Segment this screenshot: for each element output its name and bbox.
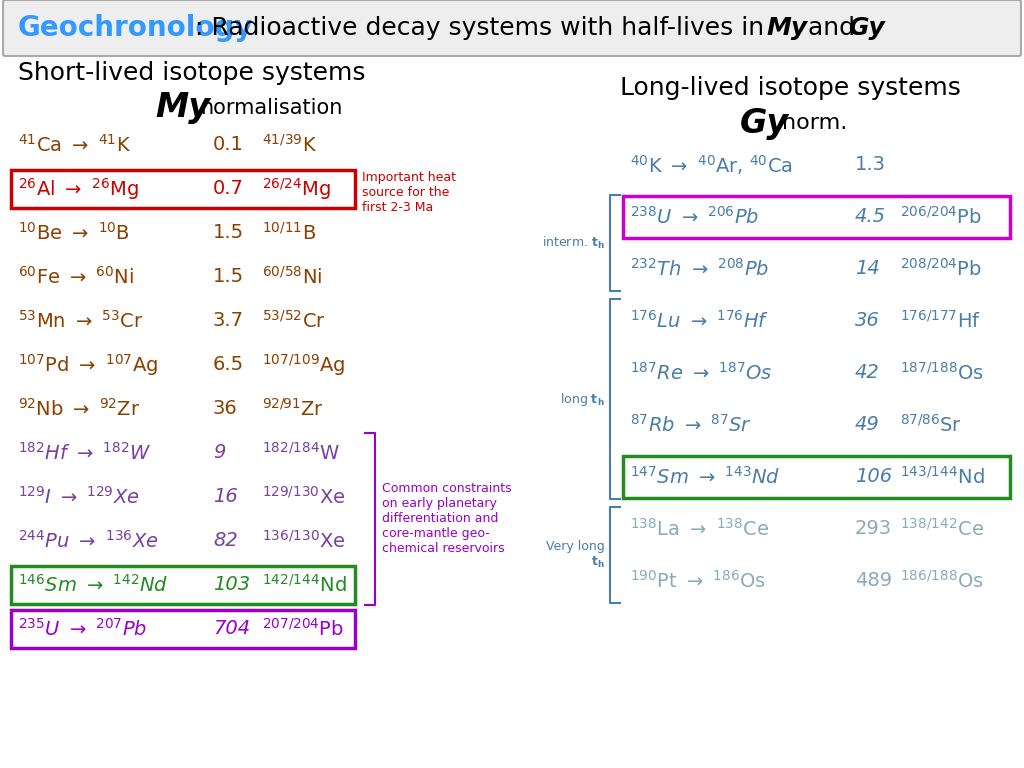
- Text: Long-lived isotope systems: Long-lived isotope systems: [620, 76, 961, 100]
- Text: $^{187/188}$Os: $^{187/188}$Os: [900, 362, 984, 384]
- Text: $^{41}$Ca $\rightarrow$ $^{41}$K: $^{41}$Ca $\rightarrow$ $^{41}$K: [18, 134, 131, 156]
- Text: 0.1: 0.1: [213, 135, 244, 154]
- Text: 6.5: 6.5: [213, 356, 244, 375]
- Text: 103: 103: [213, 575, 250, 594]
- Text: Gy: Gy: [740, 107, 790, 140]
- Bar: [11, 170, 355, 208]
- Text: $^{187}$Re $\rightarrow$ $^{187}$Os: $^{187}$Re $\rightarrow$ $^{187}$Os: [630, 362, 772, 384]
- Text: $^{26/24}$Mg: $^{26/24}$Mg: [262, 176, 331, 202]
- Text: $^{41/39}$K: $^{41/39}$K: [262, 134, 317, 156]
- Text: $^{206/204}$Pb: $^{206/204}$Pb: [900, 206, 982, 228]
- Text: $^{238}$U $\rightarrow$ $^{206}$Pb: $^{238}$U $\rightarrow$ $^{206}$Pb: [630, 206, 760, 228]
- Text: $^{92/91}$Zr: $^{92/91}$Zr: [262, 398, 324, 420]
- Text: $^{107}$Pd $\rightarrow$ $^{107}$Ag: $^{107}$Pd $\rightarrow$ $^{107}$Ag: [18, 352, 158, 378]
- Text: long $\mathbf{t_h}$: long $\mathbf{t_h}$: [560, 390, 605, 408]
- Text: 0.7: 0.7: [213, 180, 244, 198]
- Text: $^{10}$Be $\rightarrow$ $^{10}$B: $^{10}$Be $\rightarrow$ $^{10}$B: [18, 222, 130, 244]
- Text: normalisation: normalisation: [200, 98, 342, 118]
- Bar: [623, 456, 1010, 498]
- Text: $^{142/144}$Nd: $^{142/144}$Nd: [262, 574, 347, 596]
- Bar: [11, 566, 355, 604]
- Text: 489: 489: [855, 571, 892, 591]
- Text: $^{186/188}$Os: $^{186/188}$Os: [900, 570, 984, 592]
- Text: $^{143/144}$Nd: $^{143/144}$Nd: [900, 466, 985, 488]
- Text: 16: 16: [213, 488, 238, 507]
- Text: $^{129}$I $\rightarrow$ $^{129}$Xe: $^{129}$I $\rightarrow$ $^{129}$Xe: [18, 486, 139, 508]
- Text: 9: 9: [213, 443, 225, 462]
- Text: Short-lived isotope systems: Short-lived isotope systems: [18, 61, 366, 85]
- Text: $^{207/204}$Pb: $^{207/204}$Pb: [262, 618, 344, 640]
- Text: and: and: [800, 16, 863, 40]
- Text: $^{176/177}$Hf: $^{176/177}$Hf: [900, 310, 981, 332]
- Text: 14: 14: [855, 260, 880, 279]
- Text: $^{182/184}$W: $^{182/184}$W: [262, 442, 340, 464]
- Text: : Radioactive decay systems with half-lives in: : Radioactive decay systems with half-li…: [195, 16, 772, 40]
- Text: $^{40}$K $\rightarrow$ $^{40}$Ar, $^{40}$Ca: $^{40}$K $\rightarrow$ $^{40}$Ar, $^{40}…: [630, 153, 793, 177]
- Text: 36: 36: [855, 312, 880, 330]
- Text: $^{182}$Hf $\rightarrow$ $^{182}$W: $^{182}$Hf $\rightarrow$ $^{182}$W: [18, 442, 152, 464]
- Text: $^{136/130}$Xe: $^{136/130}$Xe: [262, 530, 346, 552]
- Text: 704: 704: [213, 620, 250, 638]
- Text: 4.5: 4.5: [855, 207, 886, 227]
- Text: $^{138/142}$Ce: $^{138/142}$Ce: [900, 518, 984, 540]
- Text: $^{244}$Pu $\rightarrow$ $^{136}$Xe: $^{244}$Pu $\rightarrow$ $^{136}$Xe: [18, 530, 159, 552]
- Text: $^{208/204}$Pb: $^{208/204}$Pb: [900, 258, 982, 280]
- Text: 3.7: 3.7: [213, 312, 244, 330]
- Text: $^{53/52}$Cr: $^{53/52}$Cr: [262, 310, 326, 332]
- Text: 36: 36: [213, 399, 238, 419]
- Text: $^{87/86}$Sr: $^{87/86}$Sr: [900, 414, 962, 436]
- Text: My: My: [155, 91, 210, 124]
- Text: 293: 293: [855, 519, 892, 538]
- Text: $^{53}$Mn $\rightarrow$ $^{53}$Cr: $^{53}$Mn $\rightarrow$ $^{53}$Cr: [18, 310, 143, 332]
- Text: Important heat
source for the
first 2-3 Ma: Important heat source for the first 2-3 …: [362, 171, 456, 214]
- Bar: [11, 610, 355, 648]
- Text: 42: 42: [855, 363, 880, 382]
- Text: $^{10/11}$B: $^{10/11}$B: [262, 222, 316, 244]
- Text: $^{26}$Al $\rightarrow$ $^{26}$Mg: $^{26}$Al $\rightarrow$ $^{26}$Mg: [18, 176, 139, 202]
- Text: 1.3: 1.3: [855, 155, 886, 174]
- Text: $^{232}$Th $\rightarrow$ $^{208}$Pb: $^{232}$Th $\rightarrow$ $^{208}$Pb: [630, 258, 769, 280]
- Text: 1.5: 1.5: [213, 267, 244, 286]
- Text: $^{235}$U $\rightarrow$ $^{207}$Pb: $^{235}$U $\rightarrow$ $^{207}$Pb: [18, 618, 147, 640]
- Text: $^{190}$Pt $\rightarrow$ $^{186}$Os: $^{190}$Pt $\rightarrow$ $^{186}$Os: [630, 570, 766, 592]
- Text: Geochronology: Geochronology: [18, 14, 254, 42]
- Text: $^{60}$Fe $\rightarrow$ $^{60}$Ni: $^{60}$Fe $\rightarrow$ $^{60}$Ni: [18, 266, 134, 288]
- Text: Very long
$\mathbf{t_h}$: Very long $\mathbf{t_h}$: [546, 540, 605, 570]
- Text: $^{107/109}$Ag: $^{107/109}$Ag: [262, 352, 345, 378]
- Text: interm. $\mathbf{t_h}$: interm. $\mathbf{t_h}$: [542, 235, 605, 251]
- Text: My: My: [766, 16, 807, 40]
- Text: Gy: Gy: [848, 16, 885, 40]
- Text: $^{138}$La $\rightarrow$ $^{138}$Ce: $^{138}$La $\rightarrow$ $^{138}$Ce: [630, 518, 769, 540]
- FancyBboxPatch shape: [3, 0, 1021, 56]
- Text: Common constraints
on early planetary
differentiation and
core-mantle geo-
chemi: Common constraints on early planetary di…: [382, 482, 512, 555]
- Text: 49: 49: [855, 415, 880, 435]
- Text: $^{60/58}$Ni: $^{60/58}$Ni: [262, 266, 323, 288]
- Text: $^{147}$Sm $\rightarrow$ $^{143}$Nd: $^{147}$Sm $\rightarrow$ $^{143}$Nd: [630, 466, 780, 488]
- Text: $^{129/130}$Xe: $^{129/130}$Xe: [262, 486, 345, 508]
- Text: $^{146}$Sm $\rightarrow$ $^{142}$Nd: $^{146}$Sm $\rightarrow$ $^{142}$Nd: [18, 574, 168, 596]
- Text: norm.: norm.: [782, 113, 847, 133]
- Text: 82: 82: [213, 531, 238, 551]
- Bar: [623, 196, 1010, 238]
- Text: $^{92}$Nb $\rightarrow$ $^{92}$Zr: $^{92}$Nb $\rightarrow$ $^{92}$Zr: [18, 398, 140, 420]
- Text: 1.5: 1.5: [213, 223, 244, 243]
- Text: 106: 106: [855, 468, 892, 486]
- Text: $^{87}$Rb $\rightarrow$ $^{87}$Sr: $^{87}$Rb $\rightarrow$ $^{87}$Sr: [630, 414, 752, 436]
- Text: $^{176}$Lu $\rightarrow$ $^{176}$Hf: $^{176}$Lu $\rightarrow$ $^{176}$Hf: [630, 310, 769, 332]
